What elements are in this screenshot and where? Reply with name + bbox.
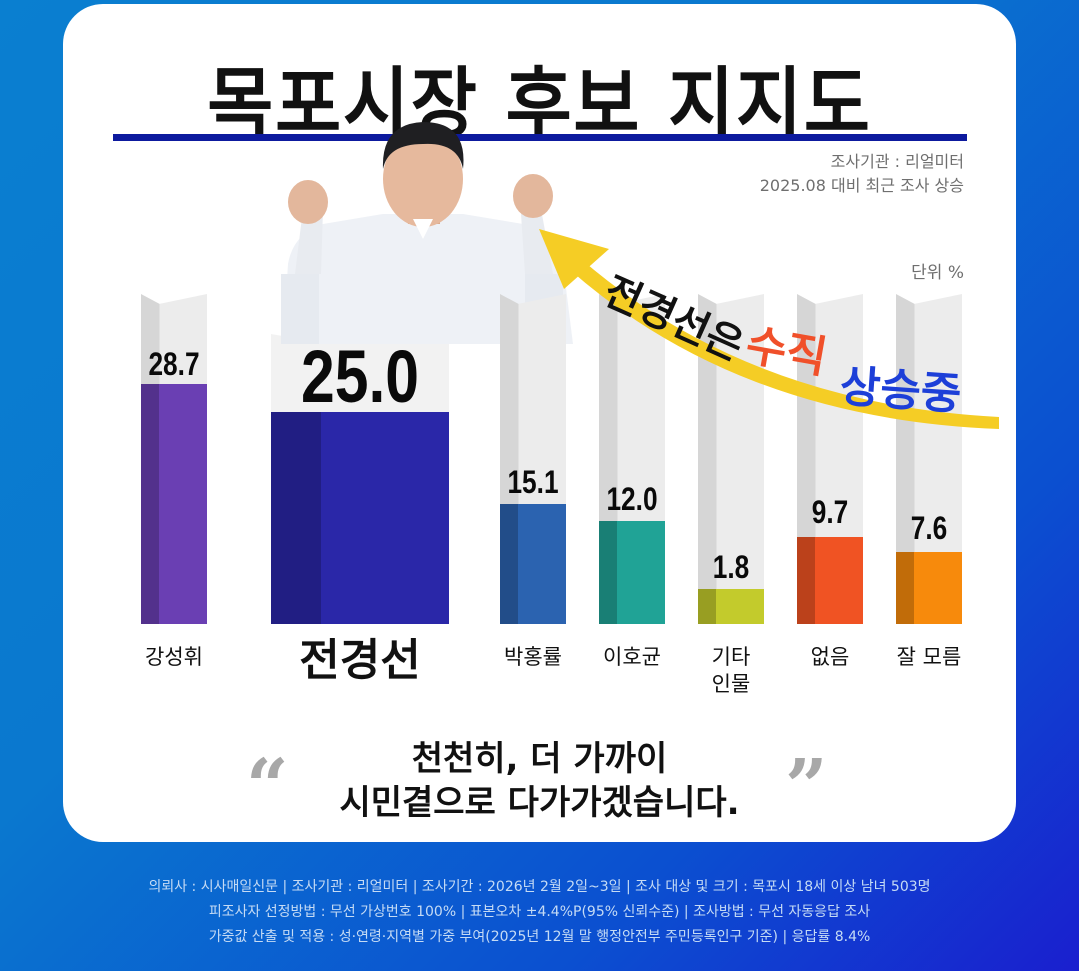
bar-fill — [141, 384, 207, 624]
bar-lee: 12.0 — [599, 294, 665, 624]
bar-dont-know: 7.6 — [896, 294, 962, 624]
bar-fill — [797, 537, 863, 624]
bar-value: 15.1 — [507, 464, 559, 500]
svg-text:전경선은: 전경선은 — [597, 268, 750, 370]
rising-arrow-annotation: 전경선은 수직 상승중 — [539, 229, 999, 429]
close-quote-icon: ” — [785, 744, 828, 830]
bar-kang: 28.7 — [141, 294, 207, 624]
category-label: 박홍률 — [504, 645, 562, 669]
source-agency: 조사기관 : 리얼미터 — [830, 152, 964, 171]
category-label: 강성휘 — [145, 645, 203, 669]
source-info: 조사기관 : 리얼미터 2025.08 대비 최근 조사 상승 — [760, 150, 964, 198]
title-divider — [113, 134, 967, 141]
bar-jeon: 25.0 — [271, 334, 449, 624]
survey-methodology-footer: 의뢰사 : 시사매일신문 | 조사기관 : 리얼미터 | 조사기간 : 2026… — [0, 875, 1079, 950]
category-label: 기타 인물 — [711, 645, 751, 696]
bar-fill — [599, 521, 665, 624]
open-quote-icon: “ — [246, 744, 289, 830]
bar-value: 1.8 — [712, 549, 750, 585]
unit-label: 단위 % — [911, 263, 964, 283]
footer-line-3: 가중값 산출 및 적용 : 성·연령·지역별 가중 부여(2025년 12월 말… — [208, 929, 871, 945]
bar-park: 15.1 — [500, 294, 566, 624]
bar-value: 12.0 — [606, 481, 658, 517]
quote-line-1: 천천히, 더 가까이 — [411, 739, 668, 779]
campaign-quote: 천천히, 더 가까이 시민곁으로 다가가겠습니다. — [63, 737, 1016, 825]
category-label: 없음 — [810, 645, 850, 669]
category-label: 전경선 — [299, 635, 421, 686]
bar-fill — [500, 504, 566, 624]
bar-none: 9.7 — [797, 294, 863, 624]
bar-fill — [896, 552, 962, 624]
bar-fill — [698, 589, 764, 624]
bar-fill — [271, 412, 449, 624]
footer-line-1: 의뢰사 : 시사매일신문 | 조사기관 : 리얼미터 | 조사기간 : 2026… — [148, 879, 931, 895]
svg-text:상승중: 상승중 — [838, 361, 963, 420]
bar-value: 25.0 — [300, 335, 420, 418]
bar-value: 7.6 — [910, 510, 948, 546]
category-label: 이호균 — [603, 645, 661, 669]
chart-card: 목포시장 후보 지지도 조사기관 : 리얼미터 2025.08 대비 최근 조사… — [63, 4, 1016, 842]
quote-line-2: 시민곁으로 다가가겠습니다. — [339, 783, 740, 823]
source-note: 2025.08 대비 최근 조사 상승 — [759, 176, 964, 195]
bar-value: 28.7 — [148, 346, 200, 382]
category-label: 잘 모름 — [896, 645, 962, 669]
footer-line-2: 피조사자 선정방법 : 무선 가상번호 100% | 표본오차 ±4.4%P(9… — [208, 904, 871, 920]
bar-value: 9.7 — [811, 494, 849, 530]
